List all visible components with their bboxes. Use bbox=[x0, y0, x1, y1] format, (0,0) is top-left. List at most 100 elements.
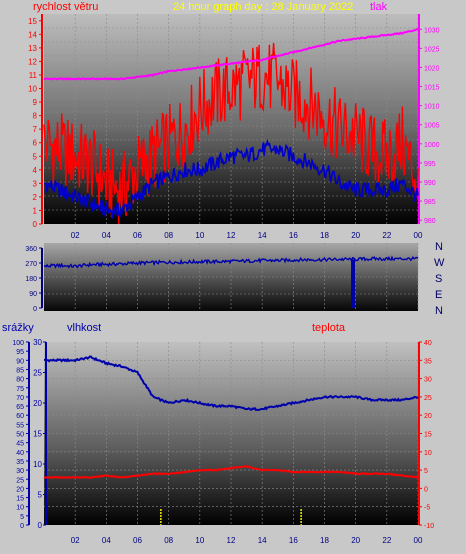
wind-speed-tick-label: 4 bbox=[33, 166, 38, 175]
temperature-tick-label: 20 bbox=[424, 413, 432, 420]
precip-tick-label: 10 bbox=[16, 505, 24, 512]
x-tick-label: 10 bbox=[195, 536, 204, 545]
x-tick-label: 08 bbox=[164, 536, 173, 545]
precip-tick-label: 20 bbox=[16, 486, 24, 493]
x-tick-label: 08 bbox=[164, 231, 173, 240]
wind-speed-tick-label: 8 bbox=[33, 112, 38, 121]
direction-series bbox=[43, 255, 419, 308]
precip-tick-label: 75 bbox=[16, 386, 24, 393]
x-tick-label: 04 bbox=[102, 231, 111, 240]
x-tick-label: 06 bbox=[133, 536, 142, 545]
wind-speed-tick-label: 0 bbox=[33, 220, 38, 229]
pressure-label: tlak bbox=[370, 1, 388, 13]
temperature-tick-label: 0 bbox=[424, 486, 428, 493]
precip-tick-label: 0 bbox=[20, 523, 24, 530]
temperature-line bbox=[43, 465, 419, 479]
pressure-tick-label: 1010 bbox=[424, 104, 440, 111]
precip-tick-label: 30 bbox=[16, 468, 24, 475]
wind-direction-line bbox=[43, 255, 419, 269]
precip-tick-label: 40 bbox=[16, 450, 24, 457]
humidity-tick-label: 15 bbox=[33, 430, 42, 439]
x-tick-label: 00 bbox=[414, 231, 423, 240]
x-tick-label: 14 bbox=[258, 231, 267, 240]
wind-speed-tick-label: 1 bbox=[33, 206, 38, 215]
pressure-tick-label: 985 bbox=[424, 199, 436, 206]
wind-average-line bbox=[43, 138, 419, 219]
x-tick-label: 16 bbox=[289, 536, 298, 545]
x-tick-label: 18 bbox=[320, 536, 329, 545]
humidity-axis: 0 5 10 15 20 25 30 bbox=[33, 338, 47, 530]
pressure-line bbox=[43, 28, 418, 81]
precip-tick-label: 50 bbox=[16, 432, 24, 439]
direction-tick-label: 90 bbox=[29, 291, 37, 298]
wind-speed-tick-label: 6 bbox=[33, 139, 38, 148]
temperature-tick-label: 25 bbox=[424, 395, 432, 402]
direction-dropout-mark bbox=[351, 259, 356, 308]
humidity-panel-series bbox=[43, 355, 419, 525]
wind-speed-tick-label: 10 bbox=[28, 85, 37, 94]
pressure-tick-label: 1025 bbox=[424, 46, 440, 53]
precip-tick-label: 80 bbox=[16, 377, 24, 384]
temperature-tick-label: -5 bbox=[424, 505, 430, 512]
direction-tick-label: 180 bbox=[25, 276, 37, 283]
direction-panel-grid bbox=[44, 243, 419, 311]
wind-gust-line bbox=[43, 43, 419, 225]
pressure-axis: 980 985 990 995 1000 1005 1010 1015 1020 1025 1030 bbox=[418, 14, 440, 225]
wind-speed-tick-label: 5 bbox=[33, 152, 38, 161]
temperature-tick-label: 15 bbox=[424, 432, 432, 439]
temperature-tick-label: 10 bbox=[424, 450, 432, 457]
wind-speed-label: rychlost větru bbox=[33, 1, 98, 13]
precip-axis: 0 5 10 15 20 25 30 35 40 45 50 55 60 65 70 75 80 85 90 95 10… bbox=[12, 340, 30, 530]
wind-speed-tick-label: 3 bbox=[33, 179, 38, 188]
compass-e: E bbox=[435, 289, 442, 301]
temperature-tick-label: 5 bbox=[424, 468, 428, 475]
direction-tick-label: 270 bbox=[25, 261, 37, 268]
x-tick-label: 12 bbox=[227, 231, 236, 240]
temperature-tick-label: -10 bbox=[424, 523, 434, 530]
compass-n-bottom: N bbox=[435, 305, 443, 317]
wind-speed-tick-label: 13 bbox=[28, 44, 37, 53]
x-tick-label: 12 bbox=[227, 536, 236, 545]
x-tick-label: 20 bbox=[351, 536, 360, 545]
pressure-tick-label: 990 bbox=[424, 180, 436, 187]
temperature-axis: -10 -5 0 5 10 15 20 25 30 35 40 bbox=[418, 340, 434, 530]
x-tick-label: 18 bbox=[320, 231, 329, 240]
temperature-tick-label: 30 bbox=[424, 377, 432, 384]
humidity-tick-label: 10 bbox=[33, 460, 42, 469]
x-tick-label: 00 bbox=[414, 536, 423, 545]
humidity-tick-label: 5 bbox=[38, 491, 43, 500]
x-tick-label: 10 bbox=[195, 231, 204, 240]
x-tick-label: 04 bbox=[102, 536, 111, 545]
temperature-tick-label: 35 bbox=[424, 358, 432, 365]
precip-tick-label: 95 bbox=[16, 349, 24, 356]
x-tick-label: 22 bbox=[382, 231, 391, 240]
precip-tick-label: 60 bbox=[16, 413, 24, 420]
pressure-tick-label: 1020 bbox=[424, 65, 440, 72]
pressure-tick-label: 1000 bbox=[424, 142, 440, 149]
compass-s: S bbox=[435, 273, 442, 285]
pressure-tick-label: 1005 bbox=[424, 123, 440, 130]
precip-tick-label: 45 bbox=[16, 441, 24, 448]
wind-panel-series bbox=[43, 28, 419, 225]
humidity-tick-label: 25 bbox=[33, 369, 42, 378]
compass-w: W bbox=[434, 257, 445, 269]
wind-speed-tick-label: 12 bbox=[28, 57, 37, 66]
direction-tick-label: 0 bbox=[33, 306, 37, 313]
humidity-tick-label: 30 bbox=[33, 338, 42, 347]
humidity-tick-label: 0 bbox=[38, 521, 43, 530]
wind-panel-time-axis: 02 04 06 08 10 12 14 16 18 20 22 00 bbox=[71, 231, 423, 240]
x-tick-label: 22 bbox=[382, 536, 391, 545]
humidity-panel-time-axis: 02 04 06 08 10 12 14 16 18 20 22 00 bbox=[71, 536, 423, 545]
temperature-label: teplota bbox=[312, 322, 346, 334]
x-tick-label: 14 bbox=[258, 536, 267, 545]
pressure-tick-label: 1030 bbox=[424, 27, 440, 34]
wind-speed-tick-label: 15 bbox=[28, 17, 37, 26]
wind-speed-tick-label: 14 bbox=[28, 30, 37, 39]
precip-tick-label: 15 bbox=[16, 496, 24, 503]
precip-tick-label: 85 bbox=[16, 367, 24, 374]
x-tick-label: 02 bbox=[71, 536, 80, 545]
x-tick-label: 02 bbox=[71, 231, 80, 240]
precip-tick-label: 5 bbox=[20, 514, 24, 521]
precip-tick-label: 65 bbox=[16, 404, 24, 411]
chart-title: 24 hour graph day : 28 January 2022 bbox=[173, 1, 353, 13]
